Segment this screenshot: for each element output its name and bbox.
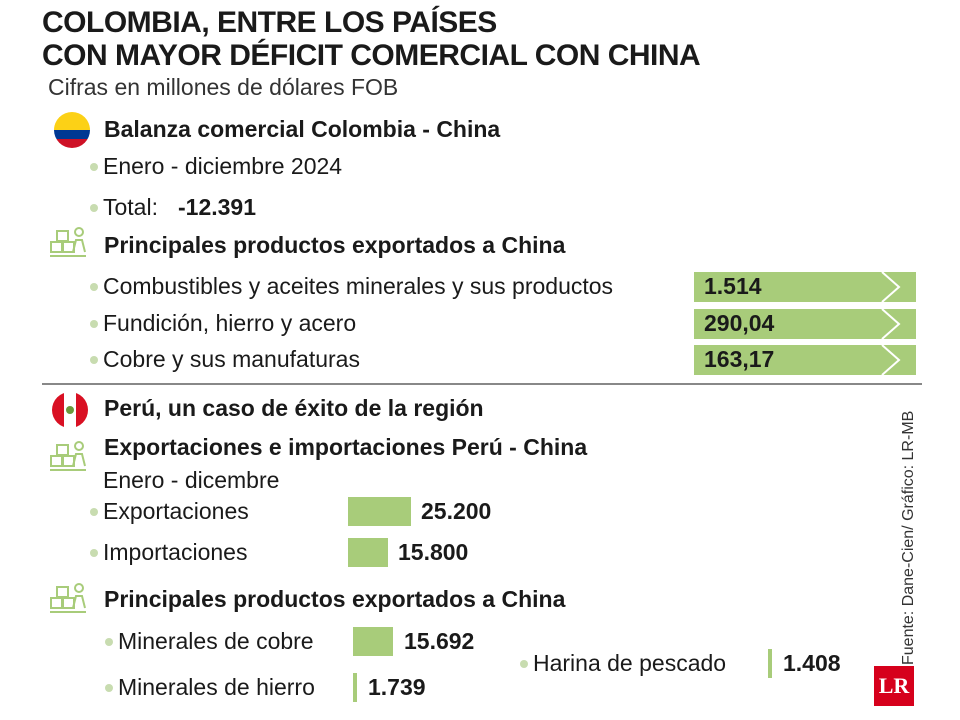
colombia-flag-icon	[54, 112, 90, 148]
bar-value-label: 1.514	[704, 273, 762, 299]
category-label: Combustibles y aceites minerales y sus p…	[103, 273, 614, 299]
bar	[353, 627, 393, 656]
category-label: Harina de pescado	[533, 650, 727, 676]
bullet	[105, 684, 113, 692]
category-label: Minerales de hierro	[118, 674, 315, 700]
bullet	[90, 549, 98, 557]
section-divider	[42, 383, 922, 385]
category-label: Cobre y sus manufaturas	[103, 346, 360, 372]
peru-period: Enero - dicembre	[103, 467, 280, 493]
colombia-exports-heading: Principales productos exportados a China	[104, 232, 566, 258]
bullet	[105, 638, 113, 646]
bar	[768, 649, 772, 678]
bar	[694, 345, 916, 375]
lr-logo: LR	[874, 666, 914, 706]
bar	[353, 673, 357, 702]
bar-value-label: 25.200	[421, 498, 492, 524]
colombia-total-value: -12.391	[178, 194, 257, 220]
trade-goods-icon	[48, 436, 88, 476]
bullet	[520, 660, 528, 668]
bar	[694, 309, 916, 339]
bar-value-label: 163,17	[704, 346, 775, 372]
bar	[348, 538, 388, 567]
source-note: Fuente: Dane-Cien/ Gráfico: LR-MB	[900, 410, 917, 665]
colombia-balance-heading: Balanza comercial Colombia - China	[104, 116, 501, 142]
colombia-period: Enero - diciembre 2024	[103, 153, 343, 179]
bullet	[90, 320, 98, 328]
chart-title-line1: COLOMBIA, ENTRE LOS PAÍSES	[42, 6, 497, 39]
bar-value-label: 15.692	[404, 628, 475, 654]
bar-value-label: 15.800	[398, 539, 469, 565]
bullet	[90, 508, 98, 516]
bullet	[90, 204, 98, 212]
bar	[348, 497, 411, 526]
bullet	[90, 356, 98, 364]
peru-exports-heading: Principales productos exportados a China	[104, 586, 566, 612]
peru-heading: Perú, un caso de éxito de la región	[104, 395, 484, 421]
bar	[694, 272, 916, 302]
bar-value-label: 1.408	[783, 650, 841, 676]
colombia-total-label: Total:	[103, 194, 158, 220]
peru-export-goods-icon	[48, 578, 88, 618]
category-label: Importaciones	[103, 539, 248, 565]
chart-title-line2: CON MAYOR DÉFICIT COMERCIAL CON CHINA	[42, 39, 701, 72]
bar-value-label: 290,04	[704, 310, 775, 336]
peru-trade-heading: Exportaciones e importaciones Perú - Chi…	[104, 434, 588, 460]
bullet	[90, 283, 98, 291]
peru-flag-icon	[52, 392, 88, 428]
category-label: Fundición, hierro y acero	[103, 310, 357, 336]
bullet	[90, 163, 98, 171]
chart-subtitle: Cifras en millones de dólares FOB	[48, 74, 399, 100]
category-label: Exportaciones	[103, 498, 249, 524]
export-goods-icon	[48, 222, 88, 262]
category-label: Minerales de cobre	[118, 628, 314, 654]
bar-value-label: 1.739	[368, 674, 426, 700]
